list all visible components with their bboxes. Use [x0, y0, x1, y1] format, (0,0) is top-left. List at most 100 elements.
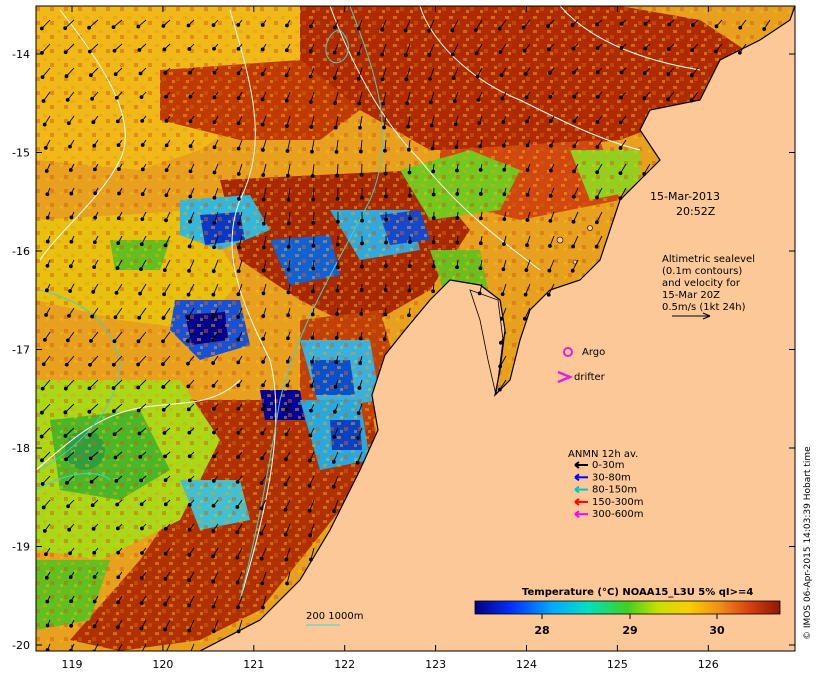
velocity-arrowhead — [284, 557, 289, 562]
velocity-arrow — [548, 283, 555, 295]
velocity-arrowhead — [187, 603, 192, 608]
velocity-arrowhead — [212, 195, 217, 200]
velocity-arrowhead — [236, 23, 241, 27]
velocity-arrowhead — [383, 171, 388, 176]
velocity-arrowhead — [63, 50, 68, 55]
velocity-arrowhead — [235, 530, 240, 535]
velocity-arrow — [138, 331, 147, 342]
velocity-arrowhead — [525, 119, 530, 124]
velocity-arrowhead — [44, 313, 48, 317]
velocity-arrow — [89, 355, 99, 366]
anmn-legend-arrowhead — [574, 485, 580, 494]
velocity-arrowhead — [259, 481, 264, 486]
velocity-arrow — [64, 19, 75, 29]
velocity-arrowhead — [285, 149, 290, 153]
velocity-arrowhead — [307, 483, 312, 488]
lon-tick-label: 120 — [152, 658, 173, 671]
velocity-arrowhead — [618, 120, 623, 125]
velocity-arrowhead — [162, 431, 167, 435]
velocity-arrow — [89, 403, 99, 413]
velocity-arrowhead — [187, 628, 192, 633]
velocity-arrowhead — [501, 267, 506, 272]
velocity-arrowhead — [308, 49, 313, 54]
velocity-arrowhead — [286, 244, 291, 249]
velocity-arrow — [213, 595, 219, 607]
velocity-arrow — [117, 643, 123, 651]
velocity-arrowhead — [384, 194, 388, 199]
velocity-arrowhead — [187, 244, 192, 249]
velocity-arrowhead — [236, 292, 241, 297]
velocity-arrowhead — [90, 96, 95, 101]
velocity-arrowhead — [136, 362, 141, 367]
velocity-arrowhead — [667, 22, 672, 27]
velocity-arrowhead — [211, 315, 216, 320]
velocity-arrowhead — [139, 242, 144, 247]
velocity-arrowhead — [572, 169, 576, 174]
velocity-arrowhead — [286, 313, 291, 318]
velocity-arrowhead — [186, 361, 190, 366]
velocity-arrowhead — [92, 624, 97, 629]
velocity-arrowhead — [308, 74, 313, 79]
velocity-arrowhead — [140, 192, 145, 197]
velocity-arrowhead — [211, 338, 215, 343]
velocity-arrowhead — [212, 220, 217, 225]
velocity-arrow — [309, 523, 315, 536]
velocity-arrowhead — [211, 554, 216, 559]
velocity-arrowhead — [164, 193, 169, 198]
velocity-arrowhead — [689, 98, 694, 103]
velocity-arrowhead — [522, 316, 527, 321]
velocity-arrowhead — [335, 265, 340, 270]
velocity-arrowhead — [211, 529, 216, 533]
velocity-arrowhead — [111, 409, 116, 414]
velocity-arrow — [333, 499, 339, 512]
velocity-arrowhead — [286, 173, 290, 178]
velocity-arrowhead — [260, 47, 265, 52]
velocity-arrowhead — [211, 503, 216, 508]
velocity-arrowhead — [138, 454, 143, 459]
velocity-arrowhead — [260, 581, 265, 586]
latitude-axis: -14 -15 -16 -17 -18 -19 -20 — [12, 48, 795, 652]
velocity-arrowhead — [68, 575, 73, 580]
velocity-arrowhead — [65, 338, 70, 343]
velocity-arrowhead — [261, 336, 266, 341]
time-label: 20:52Z — [676, 205, 716, 218]
velocity-arrowhead — [360, 195, 364, 200]
velocity-arrowhead — [737, 50, 742, 55]
velocity-arrowhead — [92, 240, 97, 245]
velocity-arrow — [113, 379, 123, 389]
velocity-arrowhead — [666, 47, 671, 51]
velocity-arrowhead — [286, 336, 290, 341]
velocity-arrowhead — [162, 268, 167, 272]
velocity-arrow — [428, 19, 435, 31]
velocity-arrowhead — [260, 407, 265, 412]
velocity-arrowhead — [43, 145, 48, 150]
velocity-arrow — [285, 523, 291, 535]
velocity-arrowhead — [571, 194, 576, 199]
velocity-arrowhead — [546, 24, 550, 29]
velocity-arrowhead — [212, 145, 217, 150]
velocity-arrowhead — [547, 268, 552, 273]
velocity-arrowhead — [431, 289, 436, 294]
velocity-arrowhead — [160, 362, 165, 367]
velocity-arrowhead — [524, 268, 529, 272]
velocity-arrow — [41, 427, 51, 437]
velocity-arrow — [285, 547, 291, 560]
velocity-arrowhead — [525, 218, 530, 222]
velocity-arrowhead — [187, 268, 191, 273]
velocity-arrowhead — [139, 95, 144, 100]
anmn-legend-label: 0-30m — [592, 460, 624, 471]
velocity-arrowhead — [358, 336, 363, 341]
velocity-arrow — [335, 115, 339, 128]
velocity-arrowhead — [360, 241, 364, 246]
velocity-arrowhead — [68, 168, 73, 172]
velocity-arrowhead — [116, 241, 121, 246]
velocity-arrowhead — [45, 192, 50, 197]
velocity-arrowhead — [90, 314, 95, 319]
velocity-arrowhead — [407, 264, 412, 268]
velocity-arrowhead — [358, 149, 363, 154]
velocity-arrowhead — [595, 145, 600, 149]
colorbar-gradient — [474, 600, 781, 615]
velocity-arrow — [643, 163, 651, 175]
velocity-arrow — [261, 571, 267, 584]
velocity-arrow — [382, 91, 387, 104]
